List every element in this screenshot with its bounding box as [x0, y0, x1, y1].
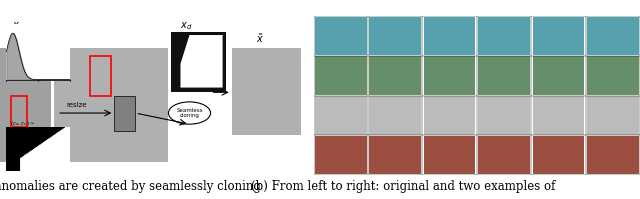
Bar	[369, 56, 421, 95]
FancyBboxPatch shape	[115, 96, 136, 131]
Bar	[532, 96, 584, 135]
FancyBboxPatch shape	[0, 48, 51, 162]
Bar	[424, 17, 476, 55]
Polygon shape	[180, 35, 223, 88]
Bar	[478, 96, 530, 135]
Bar	[587, 136, 639, 175]
Bar	[478, 56, 530, 95]
Text: $x_d$: $x_d$	[180, 21, 193, 32]
Bar	[315, 17, 367, 55]
Bar	[315, 136, 367, 175]
Circle shape	[168, 102, 211, 124]
Text: resize: resize	[66, 102, 86, 108]
Bar	[532, 136, 584, 175]
Bar	[424, 96, 476, 135]
Bar	[315, 96, 367, 135]
Text: (a) NSA anomalies are created by seamlessly cloning: (a) NSA anomalies are created by seamles…	[0, 180, 261, 193]
Text: $(c_u, c_v) \sim$: $(c_u, c_v) \sim$	[10, 119, 35, 128]
Bar	[532, 17, 584, 55]
Bar	[315, 56, 367, 95]
Text: Seamless
cloning: Seamless cloning	[176, 108, 203, 118]
Bar	[587, 56, 639, 95]
Bar	[369, 136, 421, 175]
Bar	[478, 136, 530, 175]
Bar	[424, 136, 476, 175]
Bar	[587, 17, 639, 55]
Bar	[587, 96, 639, 135]
Bar	[532, 56, 584, 95]
Bar	[369, 17, 421, 55]
FancyBboxPatch shape	[232, 48, 301, 135]
Text: (b) From left to right: original and two examples of: (b) From left to right: original and two…	[251, 180, 556, 193]
FancyBboxPatch shape	[54, 48, 168, 162]
FancyBboxPatch shape	[172, 32, 225, 92]
Bar	[369, 96, 421, 135]
Text: $x_s$: $x_s$	[12, 21, 24, 32]
Bar	[478, 17, 530, 55]
Text: $\tilde{x}$: $\tilde{x}$	[255, 32, 264, 45]
Bar	[424, 56, 476, 95]
